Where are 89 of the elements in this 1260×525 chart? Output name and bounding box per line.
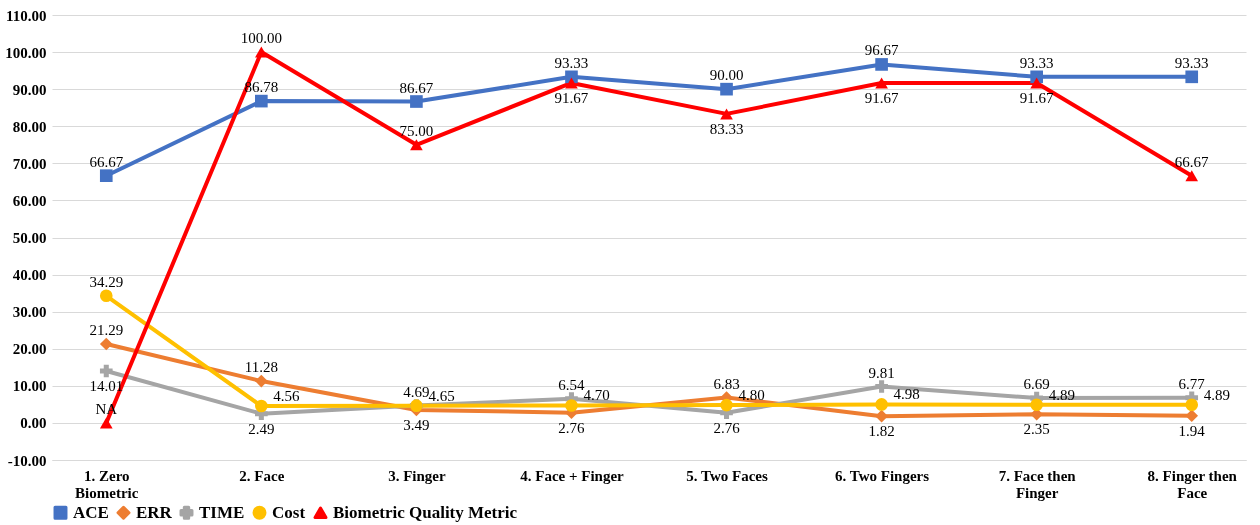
x-tick-label: 5. Two Faces [686, 467, 768, 484]
data-label: 91.67 [554, 89, 589, 106]
point [99, 337, 113, 351]
y-tick-label: -10.00 [7, 452, 47, 469]
legend-label: ERR [136, 502, 173, 522]
point [255, 94, 268, 108]
point [255, 46, 268, 58]
data-label: 4.89 [1048, 386, 1075, 403]
legend-label: Cost [272, 502, 306, 522]
data-label: 66.67 [1174, 153, 1210, 170]
y-tick-label: 90.00 [12, 81, 47, 98]
legend-label: TIME [199, 502, 245, 522]
point [1185, 70, 1199, 84]
point [1030, 77, 1043, 89]
point [1185, 170, 1199, 182]
data-label: 6.54 [558, 376, 586, 393]
data-label: 4.56 [273, 388, 301, 405]
x-tick-label: 4. Face + Finger [520, 467, 625, 484]
data-label: 21.29 [89, 321, 124, 338]
data-label: 75.00 [399, 122, 434, 139]
point [875, 380, 888, 393]
point [565, 77, 578, 89]
point [99, 169, 113, 183]
data-label: 86.67 [399, 79, 434, 96]
data-label: 83.33 [709, 120, 744, 137]
data-label: 4.98 [893, 386, 920, 403]
point [1030, 398, 1043, 412]
x-tick-label: 3. Finger [388, 467, 446, 484]
point [255, 399, 268, 413]
data-label: 100.00 [240, 30, 282, 47]
point [720, 82, 733, 96]
point [255, 374, 268, 388]
y-tick-label: 100.00 [5, 44, 47, 61]
x-tick-label: 6. Two Fingers [835, 467, 930, 484]
data-label: 2.76 [713, 419, 741, 436]
data-label: 93.33 [1174, 54, 1209, 71]
point [875, 409, 888, 423]
point [565, 399, 578, 412]
data-label: 6.77 [1178, 375, 1206, 392]
x-tick-label: 8. Finger then Face [1147, 467, 1238, 501]
point [99, 289, 113, 303]
y-tick-label: 50.00 [12, 230, 47, 246]
data-label: 91.67 [864, 89, 899, 106]
data-label: 2.35 [1023, 421, 1050, 438]
data-label: 6.83 [713, 375, 740, 392]
data-label: 1.94 [1178, 422, 1206, 439]
data-label: 91.67 [1019, 89, 1055, 106]
data-label: 34.29 [89, 273, 124, 290]
data-label: 93.33 [1019, 54, 1054, 71]
data-label: 11.28 [244, 359, 278, 376]
data-label: 4.89 [1203, 386, 1230, 403]
y-tick-label: 60.00 [12, 192, 47, 209]
point [720, 398, 733, 412]
x-tick-label: 7. Face then Finger [998, 467, 1077, 501]
point [875, 398, 888, 411]
legend-label: Biometric Quality Metric [333, 502, 518, 522]
point [875, 58, 888, 71]
point [410, 95, 423, 108]
point [99, 417, 113, 429]
data-label: 6.69 [1023, 376, 1050, 393]
point [410, 139, 423, 151]
x-tick-label: 1. Zero Biometric [75, 467, 139, 501]
point [99, 364, 113, 378]
y-tick-label: 110.00 [6, 7, 47, 24]
y-tick-label: 10.00 [12, 378, 47, 395]
data-label: 90.00 [709, 67, 744, 84]
data-label: 66.67 [89, 153, 124, 170]
data-label: 9.81 [868, 364, 895, 381]
x-tick-label: 2. Face [239, 467, 285, 484]
legend-label: ACE [73, 502, 109, 522]
data-label: 4.69 [403, 383, 430, 400]
point [875, 77, 888, 89]
y-tick-label: 0.00 [20, 415, 47, 432]
data-label: 2.76 [558, 419, 586, 436]
data-label: 96.67 [864, 42, 899, 59]
data-label: 1.82 [868, 423, 895, 440]
data-label: 3.49 [403, 416, 430, 433]
data-label: 4.70 [583, 387, 610, 404]
y-tick-label: 20.00 [12, 341, 47, 358]
point [720, 108, 733, 120]
point [1185, 398, 1199, 412]
y-tick-label: 40.00 [12, 267, 47, 284]
y-tick-label: 80.00 [12, 118, 47, 135]
data-label: 2.49 [248, 420, 275, 437]
data-label: 93.33 [554, 54, 589, 71]
y-tick-label: 30.00 [12, 304, 47, 321]
point [1185, 409, 1199, 423]
data-label: 4.65 [428, 387, 455, 404]
y-tick-label: 70.00 [12, 155, 47, 172]
